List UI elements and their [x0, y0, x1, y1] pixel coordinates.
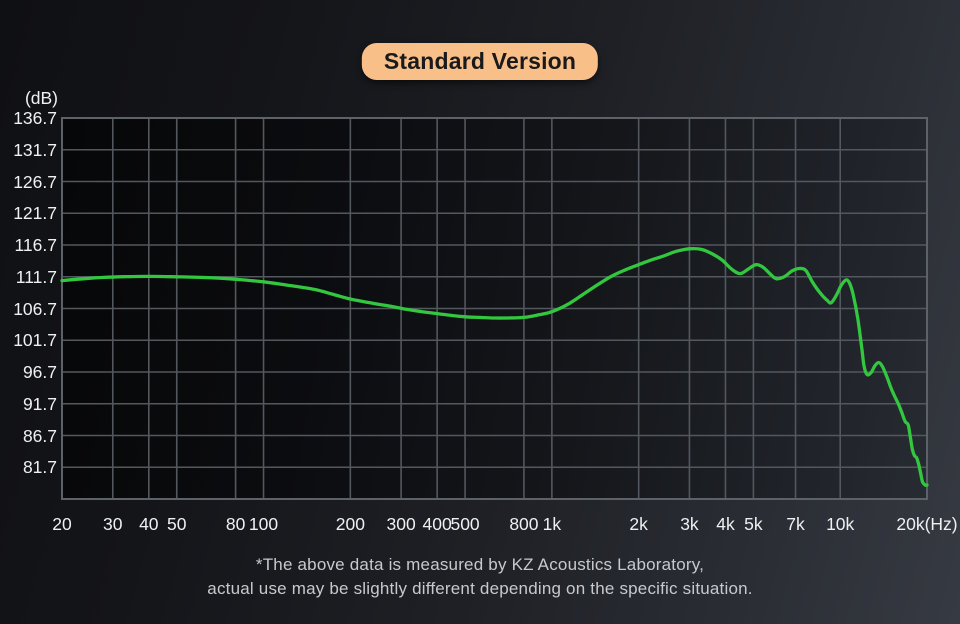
x-tick-label: 4k [716, 514, 735, 534]
footnote-line-1: *The above data is measured by KZ Acoust… [255, 555, 705, 574]
y-tick-label: 86.7 [22, 425, 57, 446]
y-tick-label: 116.7 [14, 235, 58, 255]
x-tick-label: 20k(Hz) [896, 514, 958, 534]
x-tick-label: 20 [52, 514, 72, 534]
y-tick-label: 101.7 [13, 330, 57, 351]
x-tick-label: 30 [103, 514, 123, 534]
y-tick-label: 121.7 [13, 203, 57, 224]
y-tick-label: 81.7 [22, 457, 57, 478]
x-tick-label: 1k [542, 514, 562, 534]
x-tick-label: 2k [629, 514, 648, 534]
y-tick-label: 111.7 [15, 266, 57, 287]
y-tick-label: 106.7 [13, 298, 57, 319]
x-tick-label: 500 [450, 514, 480, 534]
y-axis-unit-label: (dB) [24, 88, 58, 108]
x-tick-label: 5k [744, 514, 763, 534]
x-tick-label: 3k [680, 514, 699, 534]
x-tick-label: 100 [248, 514, 279, 534]
frequency-response-curve [60, 246, 929, 487]
x-tick-label: 7k [786, 514, 805, 534]
x-tick-label: 400 [422, 514, 452, 534]
y-tick-label: 126.7 [13, 171, 57, 192]
x-tick-label: 40 [139, 514, 159, 534]
x-tick-label: 50 [167, 514, 187, 534]
x-tick-label: 80 [225, 514, 246, 534]
x-tick-label: 10k [826, 514, 855, 534]
x-tick-label: 800 [509, 514, 539, 534]
y-tick-label: 136.7 [13, 108, 57, 128]
version-badge: Standard Version [361, 43, 599, 80]
plot-border [61, 117, 928, 500]
y-tick-label: 96.7 [22, 362, 57, 382]
y-tick-label: 91.7 [22, 393, 57, 414]
x-tick-label: 300 [386, 514, 416, 534]
footnote-line-2: actual use may be slightly different dep… [207, 579, 753, 598]
x-tick-label: 200 [335, 514, 365, 534]
y-tick-label: 131.7 [13, 139, 57, 160]
